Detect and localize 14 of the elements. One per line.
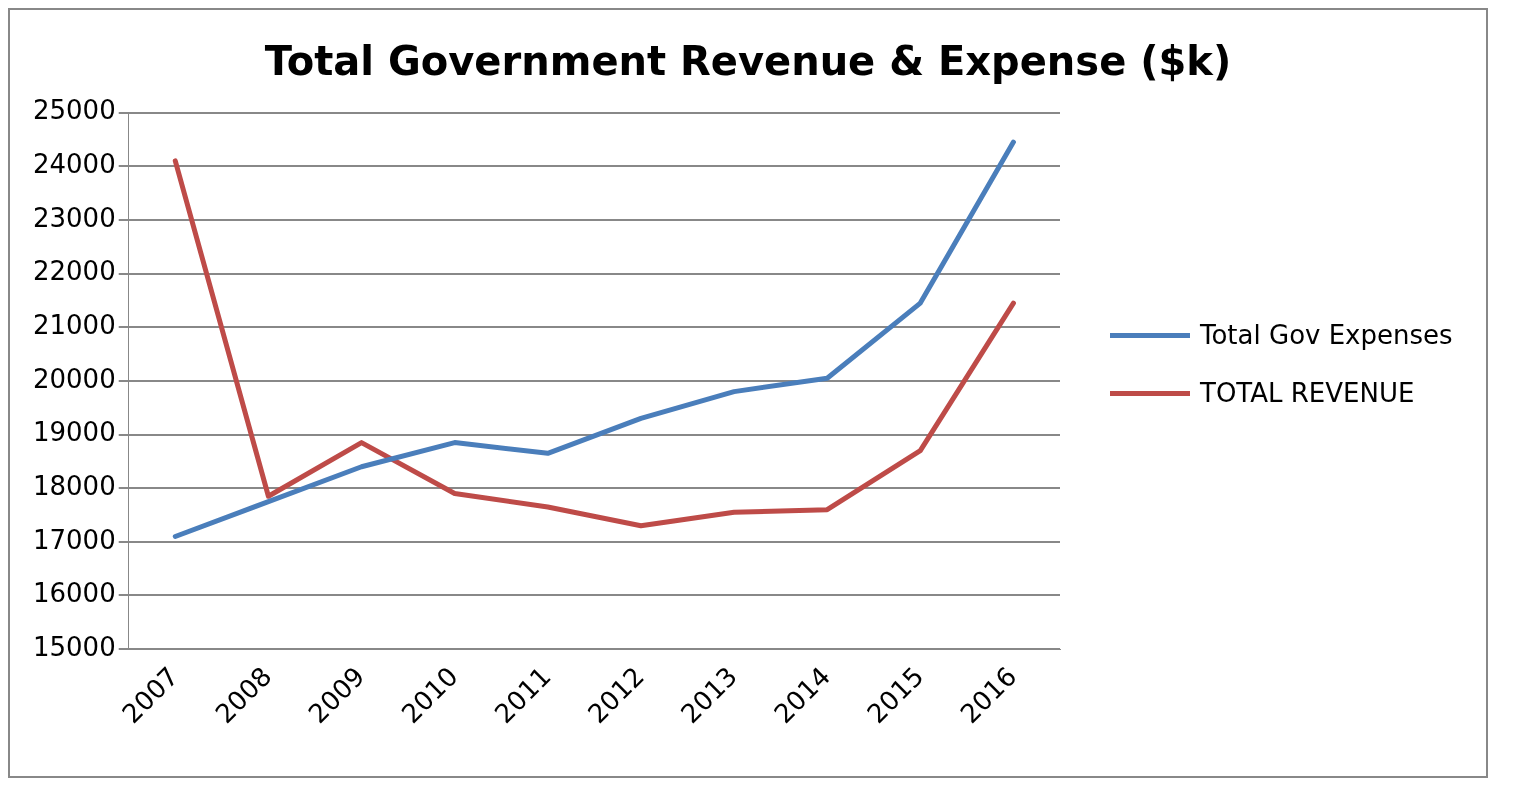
- legend-label: TOTAL REVENUE: [1200, 378, 1415, 408]
- y-tick-label: 16000: [32, 578, 116, 609]
- y-tick-label: 20000: [32, 363, 116, 394]
- y-tick-label: 24000: [32, 149, 116, 180]
- y-tick-label: 21000: [32, 309, 116, 340]
- chart-title: Total Government Revenue & Expense ($k): [263, 38, 1233, 84]
- y-tick-label: 25000: [32, 95, 116, 126]
- y-tick-label: 17000: [32, 524, 116, 555]
- y-tick-label: 23000: [32, 202, 116, 233]
- y-tick-label: 22000: [32, 256, 116, 287]
- y-tick-label: 19000: [32, 417, 116, 448]
- y-tick-label: 15000: [32, 631, 116, 662]
- y-tick-label: 18000: [32, 470, 116, 501]
- legend-label: Total Gov Expenses: [1200, 320, 1453, 350]
